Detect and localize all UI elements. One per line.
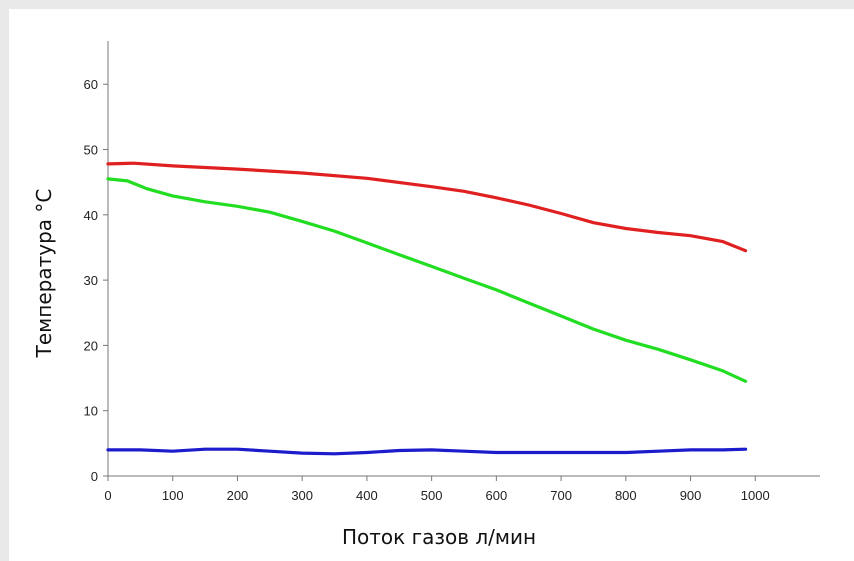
x-tick-label: 900 [680, 488, 702, 503]
x-tick-label: 300 [291, 488, 313, 503]
axes: 0 100 200 300 400 500 600 700 800 900 1000 0 10 20 30 4… [84, 41, 820, 503]
y-axis-title: Температура °C [32, 189, 56, 359]
series-line-green [106, 177, 748, 383]
x-tick-label: 1000 [741, 488, 770, 503]
x-axis-title: Поток газов л/мин [342, 525, 536, 549]
line-chart: 0 100 200 300 400 500 600 700 800 900 1000 0 10 20 30 4… [32, 41, 820, 549]
x-tick-label: 0 [104, 488, 111, 503]
chart-panel: 0 100 200 300 400 500 600 700 800 900 1000 0 10 20 30 4… [9, 9, 854, 561]
y-tick-label: 40 [84, 208, 98, 223]
series-line-blue [106, 447, 748, 456]
x-tick-label: 200 [227, 488, 249, 503]
y-tick-label: 20 [84, 338, 98, 353]
x-tick-label: 500 [421, 488, 443, 503]
y-tick-label: 60 [84, 77, 98, 92]
y-tick-label: 30 [84, 273, 98, 288]
series-layer [106, 161, 748, 456]
y-tick-label: 0 [91, 469, 98, 484]
x-tick-label: 400 [356, 488, 378, 503]
x-tick-label: 100 [162, 488, 184, 503]
x-tick-label: 800 [615, 488, 637, 503]
x-tick-label: 700 [550, 488, 572, 503]
y-tick-label: 10 [84, 404, 98, 419]
x-tick-label: 600 [486, 488, 508, 503]
y-tick-label: 50 [84, 143, 98, 158]
series-line-red [106, 161, 748, 253]
